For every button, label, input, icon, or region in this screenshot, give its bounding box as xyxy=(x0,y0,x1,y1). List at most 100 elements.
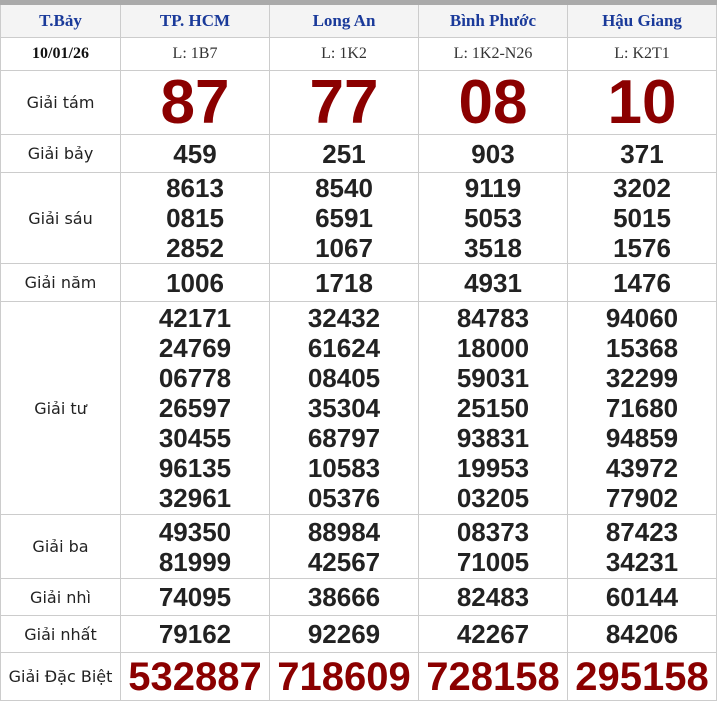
prize-row: Giải Đặc Biệt 532887 718609 728158 295158 xyxy=(0,652,717,701)
prize-cell: 38666 xyxy=(269,578,419,616)
column-header: Hậu Giang xyxy=(567,2,717,38)
prize-number: 84206 xyxy=(605,619,679,649)
prize-cell: 718609 xyxy=(269,652,419,701)
prize-label: Giải nhất xyxy=(0,615,121,653)
prize-cell: 42171 24769 06778 26597 30455 96135 32961 xyxy=(120,301,270,515)
prize-number: 32299 xyxy=(605,363,679,393)
prize-cell: 9119 5053 3518 xyxy=(418,172,568,264)
ticket-code: L: K2T1 xyxy=(567,37,717,71)
prize-number: 81999 xyxy=(158,546,232,577)
ticket-code: L: 1K2-N26 xyxy=(418,37,568,71)
prize-cell: 88984 42567 xyxy=(269,514,419,579)
prize-number: 71680 xyxy=(605,393,679,423)
prize-number: 1576 xyxy=(613,233,671,263)
prize-number: 92269 xyxy=(307,619,381,649)
ticket-code: 10/01/26 xyxy=(0,37,121,71)
prize-number: 82483 xyxy=(456,582,530,612)
prize-number: 25150 xyxy=(456,393,530,423)
prize-number: 903 xyxy=(471,138,515,169)
prize-row: Giải tám 87 77 08 10 xyxy=(0,70,717,135)
prize-number: 3518 xyxy=(464,233,522,263)
prize-cell: 79162 xyxy=(120,615,270,653)
column-header: TP. HCM xyxy=(120,2,270,38)
prize-cell: 903 xyxy=(418,134,568,173)
prize-row: Giải ba 49350 81999 88984 42567 08373 71005 874… xyxy=(0,514,717,579)
prize-number: 10 xyxy=(607,70,677,135)
prize-number: 1067 xyxy=(315,233,373,263)
prize-row: Giải nhất 79162 92269 42267 84206 xyxy=(0,615,717,653)
prize-row: Giải sáu 8613 0815 2852 8540 6591 1067 9119 5053… xyxy=(0,172,717,264)
prize-number: 18000 xyxy=(456,333,530,363)
header-row: 10/01/26 L: 1B7 L: 1K2 L: 1K2-N26 L: K2T1 xyxy=(0,37,717,71)
prize-row: Giải bảy 459 251 903 371 xyxy=(0,134,717,173)
prize-number: 1006 xyxy=(166,267,224,298)
prize-cell: 1476 xyxy=(567,263,717,302)
prize-cell: 1718 xyxy=(269,263,419,302)
prize-cell: 74095 xyxy=(120,578,270,616)
prize-number: 88984 xyxy=(307,516,381,547)
prize-cell: 82483 xyxy=(418,578,568,616)
prize-cell: 728158 xyxy=(418,652,568,701)
prize-number: 68797 xyxy=(307,423,381,453)
prize-cell: 3202 5015 1576 xyxy=(567,172,717,264)
prize-number: 459 xyxy=(173,138,217,169)
prize-cell: 251 xyxy=(269,134,419,173)
prize-number: 718609 xyxy=(277,654,411,699)
header-row: T.Bảy TP. HCM Long An Bình Phước Hậu Giang xyxy=(0,2,717,38)
prize-number: 15368 xyxy=(605,333,679,363)
prize-label: Giải Đặc Biệt xyxy=(0,652,121,701)
prize-number: 87423 xyxy=(605,516,679,547)
prize-number: 74095 xyxy=(158,582,232,612)
prize-number: 06778 xyxy=(158,363,232,393)
prize-number: 08 xyxy=(458,70,528,135)
prize-number: 1718 xyxy=(315,267,373,298)
prize-number: 5053 xyxy=(464,203,522,233)
prize-number: 05376 xyxy=(307,483,381,513)
prize-cell: 49350 81999 xyxy=(120,514,270,579)
prize-number: 4931 xyxy=(464,267,522,298)
prize-number: 9119 xyxy=(464,173,522,204)
prize-number: 38666 xyxy=(307,582,381,612)
prize-label: Giải năm xyxy=(0,263,121,302)
prize-number: 6591 xyxy=(315,203,373,233)
prize-number: 42567 xyxy=(307,546,381,577)
prize-number: 08373 xyxy=(456,516,530,547)
prize-number: 94859 xyxy=(605,423,679,453)
prize-cell: 84206 xyxy=(567,615,717,653)
prize-cell: 92269 xyxy=(269,615,419,653)
prize-number: 61624 xyxy=(307,333,381,363)
prize-number: 251 xyxy=(322,138,366,169)
prize-number: 295158 xyxy=(575,654,709,699)
prize-number: 34231 xyxy=(605,546,679,577)
prize-number: 43972 xyxy=(605,453,679,483)
prize-label: Giải sáu xyxy=(0,172,121,264)
prize-number: 03205 xyxy=(456,483,530,513)
prize-cell: 532887 xyxy=(120,652,270,701)
prize-row: Giải năm 1006 1718 4931 1476 xyxy=(0,263,717,302)
prize-label: Giải ba xyxy=(0,514,121,579)
prize-number: 77902 xyxy=(605,483,679,513)
prize-cell: 1006 xyxy=(120,263,270,302)
column-header: Long An xyxy=(269,2,419,38)
prize-number: 93831 xyxy=(456,423,530,453)
prize-number: 8613 xyxy=(166,173,224,204)
prize-label: Giải nhì xyxy=(0,578,121,616)
prize-number: 0815 xyxy=(166,203,224,233)
prize-number: 08405 xyxy=(307,363,381,393)
prize-number: 71005 xyxy=(456,546,530,577)
prize-cell: 87423 34231 xyxy=(567,514,717,579)
prize-number: 24769 xyxy=(158,333,232,363)
ticket-code: L: 1K2 xyxy=(269,37,419,71)
prize-row: Giải nhì 74095 38666 82483 60144 xyxy=(0,578,717,616)
prize-number: 30455 xyxy=(158,423,232,453)
prize-number: 19953 xyxy=(456,453,530,483)
prize-cell: 77 xyxy=(269,70,419,135)
prize-number: 3202 xyxy=(613,173,671,204)
prize-label: Giải tư xyxy=(0,301,121,515)
prize-number: 8540 xyxy=(315,173,373,204)
prize-number: 35304 xyxy=(307,393,381,423)
prize-cell: 10 xyxy=(567,70,717,135)
prize-cell: 08373 71005 xyxy=(418,514,568,579)
